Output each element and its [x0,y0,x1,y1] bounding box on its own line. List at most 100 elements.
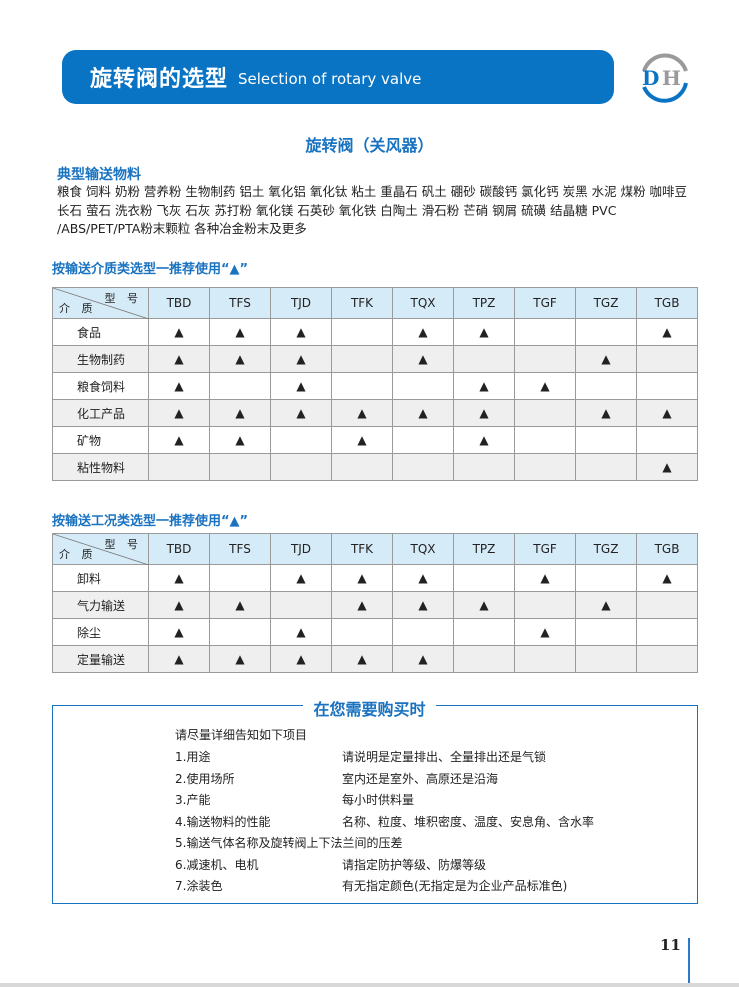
recommended-mark: ▲ [453,426,515,454]
recommended-mark: ▲ [148,372,210,400]
recommended-mark: ▲ [392,591,454,619]
empty-cell [331,453,393,481]
page-number: 11 [660,936,681,954]
recommended-mark: ▲ [575,591,637,619]
empty-cell [514,426,576,454]
empty-cell [209,618,271,646]
model-label: 型 号 [104,538,142,551]
model-header-tfk: TFK [331,533,393,565]
recommended-mark: ▲ [209,318,271,346]
materials-title: 典型输送物料 [57,167,141,183]
table-row: 定量输送 ▲ ▲ ▲ ▲ ▲ [52,645,698,673]
row-label: 除尘 [52,618,149,646]
recommended-mark: ▲ [270,318,332,346]
empty-cell [575,618,637,646]
model-header-tbd: TBD [148,533,210,565]
model-label: 型 号 [104,292,142,305]
model-header-tbd: TBD [148,287,210,319]
recommended-mark: ▲ [270,345,332,373]
svg-text:D: D [642,66,659,90]
empty-cell [575,564,637,592]
model-header-tqx: TQX [392,287,454,319]
svg-text:H: H [662,66,681,90]
recommended-mark: ▲ [636,399,698,427]
empty-cell [392,453,454,481]
row-label: 生物制药 [52,345,149,373]
empty-cell [514,453,576,481]
recommended-mark: ▲ [148,618,210,646]
recommended-mark: ▲ [453,591,515,619]
recommended-mark: ▲ [148,645,210,673]
medium-label: 介 质 [59,548,97,561]
row-label: 化工产品 [52,399,149,427]
row-label: 矿物 [52,426,149,454]
recommended-mark: ▲ [148,345,210,373]
recommended-mark: ▲ [453,372,515,400]
table-row: 粮食饲料 ▲ ▲ ▲ ▲ [52,372,698,400]
empty-cell [575,453,637,481]
model-header-tjd: TJD [270,287,332,319]
recommended-mark: ▲ [514,564,576,592]
recommended-mark: ▲ [270,618,332,646]
model-header-tpz: TPZ [453,287,515,319]
recommended-mark: ▲ [270,645,332,673]
empty-cell [453,618,515,646]
empty-cell [636,591,698,619]
empty-cell [331,345,393,373]
requirement-item: 6.减速机、电机 [175,857,259,872]
requirement-item: 5.输送气体名称及旋转阀上下法兰间的压差 [175,836,403,850]
row-label: 粮食饲料 [52,372,149,400]
empty-cell [514,399,576,427]
empty-cell [514,645,576,673]
requirement-detail: 室内还是室外、高原还是沿海 [342,771,499,786]
recommended-mark: ▲ [331,564,393,592]
recommended-mark: ▲ [209,591,271,619]
table-header-row: 型 号介 质 TBD TFS TJD TFK TQX TPZ TGF TGZ TGB [52,287,698,319]
recommended-mark: ▲ [209,645,271,673]
model-header-tqx: TQX [392,533,454,565]
page-title: 旋转阀的选型 [90,67,229,92]
table2-title: 按输送工况类选型一推荐使用“▲” [52,514,249,529]
requirement-detail: 有无指定颜色(无指定是为企业产品标准色) [342,879,568,893]
recommended-mark: ▲ [575,345,637,373]
empty-cell [636,645,698,673]
recommended-mark: ▲ [331,645,393,673]
page-edge [0,983,739,987]
empty-cell [514,345,576,373]
empty-cell [575,318,637,346]
model-header-tpz: TPZ [453,533,515,565]
model-header-tgb: TGB [636,533,698,565]
empty-cell [636,372,698,400]
requirement-detail: 每小时供料量 [342,793,415,807]
empty-cell [453,564,515,592]
recommended-mark: ▲ [209,399,271,427]
requirement-detail: 请说明是定量排出、全量排出还是气锁 [342,750,547,764]
empty-cell [392,618,454,646]
table1-title: 按输送介质类选型一推荐使用“▲” [52,262,249,277]
empty-cell [453,645,515,673]
header-banner: 旋转阀的选型 Selection of rotary valve [62,50,614,104]
recommended-mark: ▲ [270,564,332,592]
model-header-tgb: TGB [636,287,698,319]
empty-cell [209,453,271,481]
table-row: 粘性物料 ▲ [52,453,698,481]
purchase-title: 在您需要购买时 [303,700,436,719]
empty-cell [575,426,637,454]
row-label: 粘性物料 [52,453,149,481]
recommended-mark: ▲ [392,564,454,592]
recommended-mark: ▲ [209,426,271,454]
recommended-mark: ▲ [453,318,515,346]
recommended-mark: ▲ [636,564,698,592]
corner-cell: 型 号介 质 [52,533,149,565]
dh-logo: D H [642,53,688,103]
table-header-row: 型 号介 质 TBD TFS TJD TFK TQX TPZ TGF TGZ TGB [52,533,698,565]
corner-cell: 型 号介 质 [52,287,149,319]
requirement-item: 1.用途 [175,750,211,764]
model-header-tgf: TGF [514,533,576,565]
empty-cell [331,318,393,346]
empty-cell [514,318,576,346]
table-row: 生物制药 ▲ ▲ ▲ ▲ ▲ [52,345,698,373]
recommended-mark: ▲ [453,399,515,427]
section-subtitle: 旋转阀（关风器） [305,136,434,155]
empty-cell [270,426,332,454]
